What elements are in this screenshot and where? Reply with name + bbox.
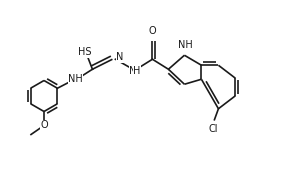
- Text: N: N: [129, 66, 137, 76]
- Text: Cl: Cl: [209, 124, 218, 134]
- Text: NH: NH: [178, 40, 193, 50]
- Text: NH: NH: [68, 74, 83, 84]
- Text: O: O: [148, 26, 156, 36]
- Text: H: H: [133, 66, 141, 76]
- Text: HS: HS: [78, 47, 91, 57]
- Text: N: N: [116, 52, 124, 62]
- Text: O: O: [40, 121, 48, 130]
